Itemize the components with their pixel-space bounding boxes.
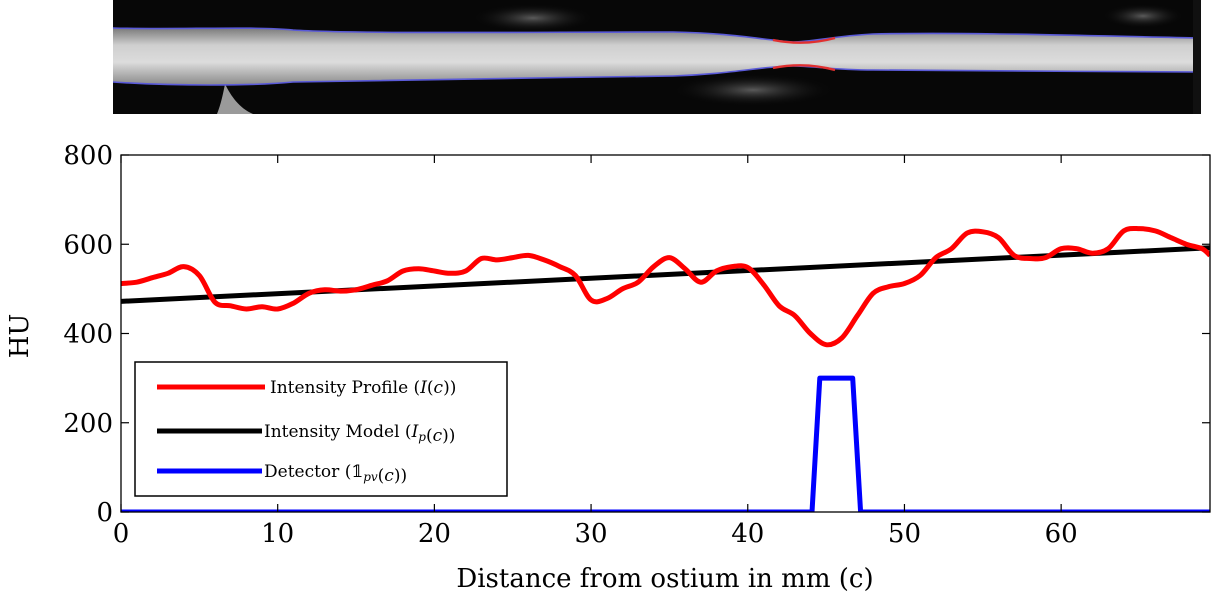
- y-tick-label: 400: [63, 320, 113, 350]
- stenosis-upper-contour: [772, 36, 836, 44]
- x-tick-label: 10: [261, 519, 294, 549]
- series-intensity-profile: [121, 225, 1210, 348]
- image-artifact: [673, 74, 833, 106]
- vessel-lumen: [113, 28, 1201, 85]
- legend-label-intensity-profile: Intensity Profile (I(c)): [270, 378, 456, 398]
- stenosis-lower-contour: [772, 64, 836, 72]
- y-axis-title: HU: [5, 314, 35, 359]
- series-detector: [121, 375, 1210, 512]
- x-tick-label: 60: [1045, 519, 1078, 549]
- legend-label-detector: Detector (𝟙pv(c)): [264, 462, 407, 486]
- vessel-branch: [217, 84, 253, 114]
- x-tick-label: 50: [888, 519, 921, 549]
- vessel-upper-contour: [113, 27, 1201, 43]
- y-tick-label: 0: [96, 498, 113, 528]
- series-layer: [121, 225, 1210, 512]
- x-tick-label: 20: [418, 519, 451, 549]
- x-tick-label: 40: [731, 519, 764, 549]
- image-edge: [1193, 0, 1201, 114]
- y-tick-label: 800: [63, 141, 113, 171]
- x-tick-label: 30: [575, 519, 608, 549]
- x-axis-title: Distance from ostium in mm (c): [456, 564, 873, 594]
- y-tick-label: 200: [63, 409, 113, 439]
- image-artifact: [1103, 4, 1183, 28]
- y-tick-label: 600: [63, 230, 113, 260]
- vessel-reformation-image: [113, 0, 1201, 114]
- legend-label-intensity-model: Intensity Model (Ip(c)): [264, 422, 455, 446]
- legend: Intensity Profile (I(c)) Intensity Model…: [134, 361, 508, 497]
- image-artifact: [473, 4, 593, 32]
- x-tick-label: 0: [113, 519, 130, 549]
- vessel-lower-contour: [113, 65, 1201, 86]
